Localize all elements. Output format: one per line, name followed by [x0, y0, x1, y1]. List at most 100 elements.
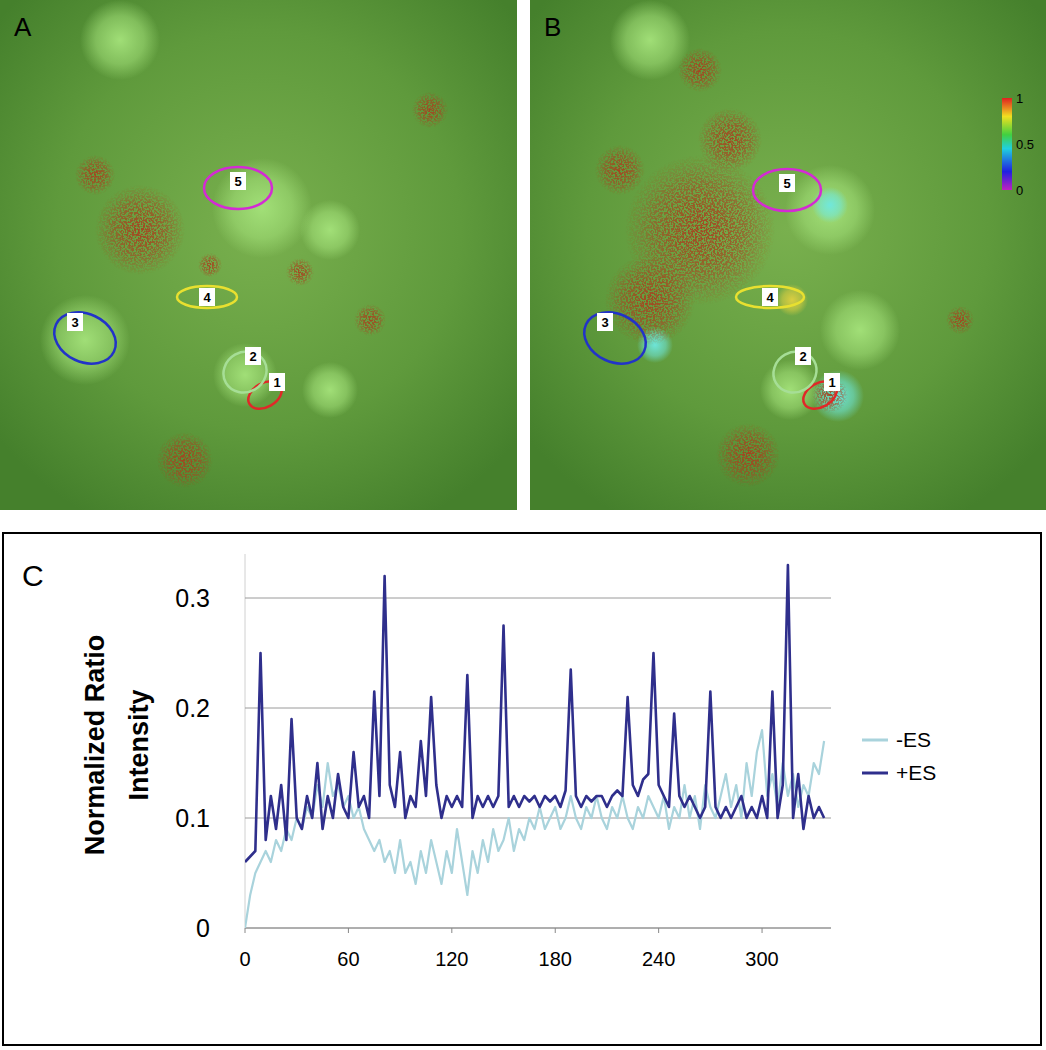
y-axis-label: Normalized Ratio Intensity [80, 635, 154, 856]
red-speckle [698, 108, 762, 172]
x-tick [762, 928, 763, 933]
roi-outline [766, 344, 824, 401]
red-speckle [157, 432, 213, 488]
roi-outline [798, 376, 841, 415]
y-tick-label: 0.1 [175, 804, 210, 832]
roi-tag [67, 313, 83, 331]
roi-tag [269, 373, 285, 391]
grid-line [245, 708, 831, 709]
roi-tag [230, 172, 246, 190]
roi-outline [204, 167, 272, 209]
cell-glow [820, 290, 900, 370]
roi-label: 4 [766, 290, 774, 305]
roi-label: 4 [203, 290, 211, 305]
legend-label: -ES [896, 728, 931, 751]
cell-glow [300, 200, 360, 260]
cell-glow [812, 187, 848, 223]
cell-glow [610, 0, 690, 80]
x-tick-label: 180 [539, 948, 572, 970]
colorbar-tick-label: 0 [1016, 183, 1023, 198]
plot-data [245, 565, 824, 928]
cell-glow [40, 295, 130, 385]
panel-label: B [544, 12, 561, 42]
roi-label: 5 [783, 176, 790, 191]
grid-line [245, 928, 831, 929]
speckle [595, 48, 974, 487]
roi-outline [753, 169, 821, 211]
roi-label: 2 [799, 349, 806, 364]
roi-outline [736, 286, 804, 308]
roi-tag [762, 288, 778, 306]
roi-tag [597, 313, 613, 331]
colorbar [1002, 98, 1012, 190]
grid-line [245, 598, 831, 599]
roi-outline [216, 344, 274, 401]
y-axis-label-line: Intensity [124, 689, 154, 800]
roi-tag [199, 288, 215, 306]
red-speckle [75, 155, 115, 195]
roi-tag [824, 373, 840, 391]
x-tick-label: 300 [745, 948, 778, 970]
red-speckle [286, 258, 314, 286]
x-tick [555, 928, 556, 933]
red-speckle [95, 185, 185, 275]
image-background [530, 0, 1046, 510]
x-tick [658, 928, 659, 933]
series-line [245, 730, 824, 928]
y-tick-label: 0.2 [175, 694, 210, 722]
x-tick-label: 240 [642, 948, 675, 970]
image-background [0, 0, 517, 510]
micrograph: 1 2 3 4 5 B 0 0.5 1 [530, 0, 1046, 510]
roi-outline [177, 286, 237, 308]
colorbar-tick-label: 1 [1016, 91, 1023, 106]
roi-tag [245, 347, 261, 365]
panel-label: A [14, 12, 32, 42]
x-tick [348, 928, 349, 933]
roi-label: 1 [273, 375, 280, 390]
red-speckle [354, 304, 386, 336]
x-tick [451, 928, 452, 933]
cell-glow [760, 360, 820, 420]
image [530, 0, 1046, 510]
x-axis [245, 928, 831, 929]
legend-swatch [862, 739, 888, 742]
colorbar-tick-label: 0.5 [1016, 137, 1034, 152]
cell-glow [213, 343, 277, 407]
y-label-group: Normalized Ratio Intensity [80, 635, 154, 856]
speckle [75, 92, 448, 488]
legend-label: +ES [896, 761, 936, 784]
cell-glow [812, 370, 864, 422]
red-speckle [412, 92, 448, 128]
chart-frame [3, 533, 1041, 1045]
series-line [245, 565, 824, 862]
roi-label: 3 [601, 315, 608, 330]
red-speckle [678, 48, 722, 92]
x-tick-label: 60 [337, 948, 359, 970]
roi-label: 1 [828, 375, 835, 390]
roi-outline [46, 303, 124, 374]
y-tick-label: 0 [196, 914, 210, 942]
legend-swatch [862, 772, 888, 775]
roi-outline [243, 376, 286, 415]
x-tick [245, 928, 246, 933]
y-axis [245, 554, 246, 928]
red-speckle [605, 255, 695, 345]
roi-label: 2 [249, 349, 256, 364]
y-tick-label: 0.3 [175, 584, 210, 612]
x-tick-label: 120 [435, 948, 468, 970]
y-axis-label-line: Normalized Ratio [80, 635, 110, 856]
image [0, 0, 517, 510]
roi-tag [779, 174, 795, 192]
micrograph: 12345A [0, 0, 517, 510]
roi-outline [576, 303, 654, 374]
roi-label: 3 [71, 315, 78, 330]
panel-label: C [22, 559, 44, 592]
figure: 12345A12345B00.51C00.10.20.3060120180240… [0, 0, 1046, 1050]
red-speckle [946, 306, 974, 334]
red-speckle [198, 253, 222, 277]
red-speckle [716, 423, 780, 487]
red-speckle [595, 145, 645, 195]
roi-tag [795, 347, 811, 365]
x-tick-label: 0 [239, 948, 250, 970]
cell-glow [80, 0, 160, 80]
